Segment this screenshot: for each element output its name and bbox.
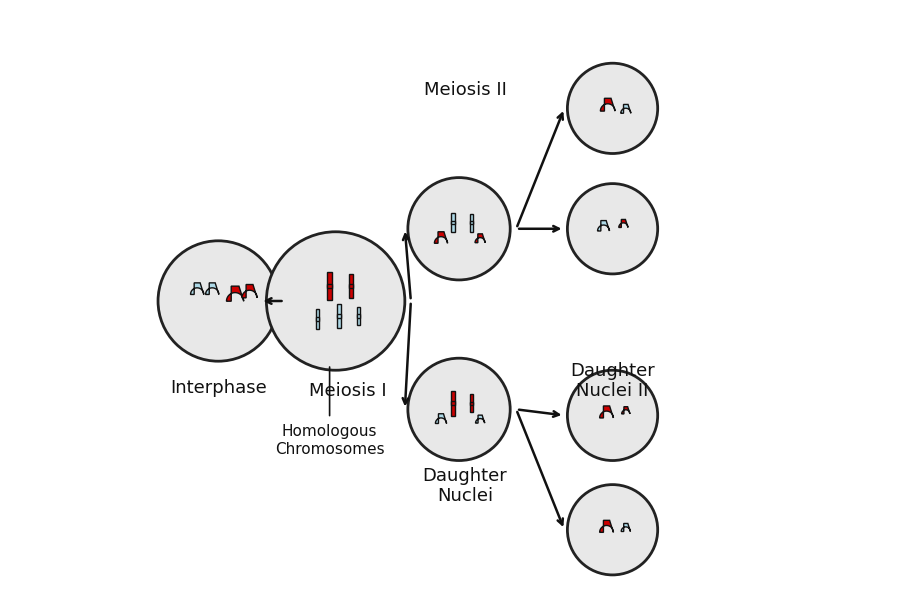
Polygon shape xyxy=(328,284,332,288)
Polygon shape xyxy=(337,314,340,318)
Polygon shape xyxy=(348,286,353,298)
Circle shape xyxy=(408,178,510,280)
Polygon shape xyxy=(470,223,472,232)
Polygon shape xyxy=(435,232,447,243)
Polygon shape xyxy=(451,221,454,225)
Polygon shape xyxy=(470,394,472,403)
Polygon shape xyxy=(348,284,353,288)
Polygon shape xyxy=(470,402,472,405)
Text: Interphase: Interphase xyxy=(170,379,266,397)
Polygon shape xyxy=(451,391,455,403)
Polygon shape xyxy=(622,407,630,414)
Circle shape xyxy=(408,358,510,461)
Polygon shape xyxy=(451,401,455,406)
Polygon shape xyxy=(451,213,454,223)
Text: Daughter
Nuclei: Daughter Nuclei xyxy=(423,467,508,505)
Text: Meiosis I: Meiosis I xyxy=(309,382,386,400)
Circle shape xyxy=(567,63,658,154)
Polygon shape xyxy=(599,406,614,418)
Polygon shape xyxy=(328,286,332,300)
Polygon shape xyxy=(205,283,219,294)
Polygon shape xyxy=(348,274,353,286)
Polygon shape xyxy=(475,234,485,243)
Text: Homologous
Chromosomes: Homologous Chromosomes xyxy=(274,424,384,457)
Polygon shape xyxy=(475,415,485,423)
Polygon shape xyxy=(328,272,332,286)
Polygon shape xyxy=(337,316,340,327)
Circle shape xyxy=(567,184,658,274)
Polygon shape xyxy=(619,220,628,228)
Circle shape xyxy=(266,232,405,370)
Text: Meiosis II: Meiosis II xyxy=(424,81,507,99)
Polygon shape xyxy=(598,220,609,231)
Polygon shape xyxy=(599,520,614,532)
Polygon shape xyxy=(451,223,454,232)
Polygon shape xyxy=(242,285,257,298)
Polygon shape xyxy=(470,403,472,412)
Polygon shape xyxy=(357,314,360,318)
Polygon shape xyxy=(357,316,360,325)
Circle shape xyxy=(158,241,278,361)
Polygon shape xyxy=(451,403,455,416)
Circle shape xyxy=(567,485,658,575)
Polygon shape xyxy=(227,286,244,301)
Text: Daughter
Nuclei II: Daughter Nuclei II xyxy=(571,362,655,400)
Polygon shape xyxy=(621,524,630,532)
Polygon shape xyxy=(600,98,615,111)
Polygon shape xyxy=(621,105,631,113)
Polygon shape xyxy=(316,317,320,321)
Polygon shape xyxy=(357,307,360,316)
Polygon shape xyxy=(470,221,472,225)
Polygon shape xyxy=(316,319,320,329)
Polygon shape xyxy=(436,414,446,423)
Polygon shape xyxy=(191,283,203,294)
Circle shape xyxy=(567,370,658,461)
Polygon shape xyxy=(470,214,472,223)
Polygon shape xyxy=(316,309,320,319)
Polygon shape xyxy=(337,305,340,316)
